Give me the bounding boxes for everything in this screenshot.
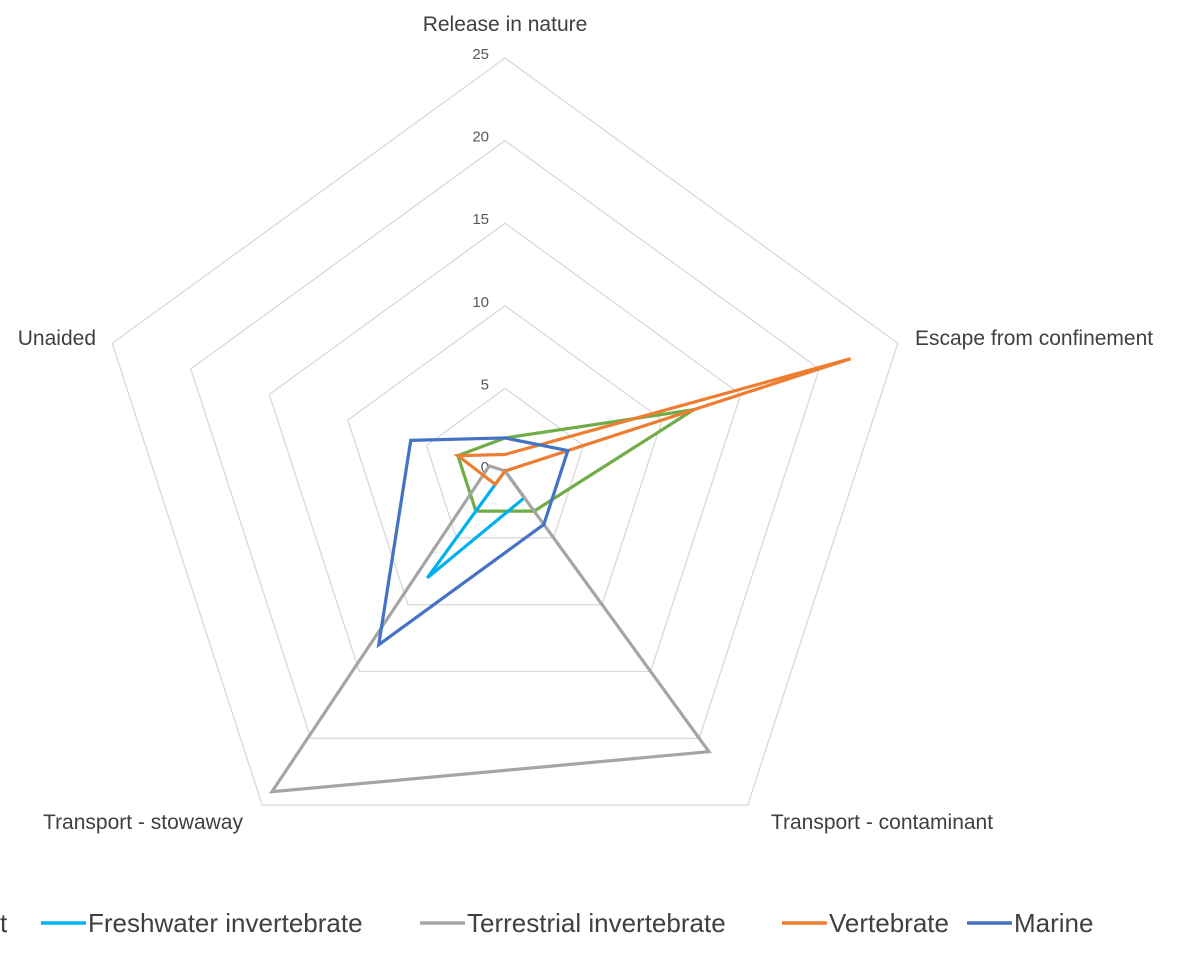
axis-label: Release in nature (423, 13, 588, 36)
grid-ring (190, 139, 820, 739)
tick-label: 25 (472, 46, 489, 63)
axis-label: Transport - stowaway (43, 811, 243, 834)
legend-label: Vertebrate (829, 908, 949, 938)
series-line (455, 408, 695, 513)
legend-label: Terrestrial invertebrate (467, 908, 726, 938)
axis-labels: Release in nature Escape from confinement… (18, 13, 1154, 834)
radial-tick-labels: 0 5 10 15 20 25 (472, 46, 489, 476)
grid-ring (111, 57, 899, 806)
legend: t Freshwater invertebrate Terrestrial inve… (0, 908, 1093, 938)
axis-label: Transport - contaminant (771, 811, 993, 834)
axis-label: Unaided (18, 327, 96, 350)
tick-label: 20 (472, 129, 489, 146)
tick-label: 0 (481, 459, 489, 476)
series-line (376, 436, 570, 649)
tick-label: 10 (472, 294, 489, 311)
legend-label: t (0, 908, 8, 938)
grid-ring (268, 222, 742, 673)
axis-label: Escape from confinement (915, 327, 1153, 350)
tick-label: 5 (481, 376, 489, 393)
series-line (453, 357, 852, 487)
legend-label: Freshwater invertebrate (88, 908, 363, 938)
legend-label: Marine (1014, 908, 1093, 938)
radar-grid (111, 57, 899, 806)
grid-ring (347, 304, 663, 606)
series-group (268, 357, 852, 794)
tick-label: 15 (472, 211, 489, 228)
series-line (268, 463, 712, 794)
